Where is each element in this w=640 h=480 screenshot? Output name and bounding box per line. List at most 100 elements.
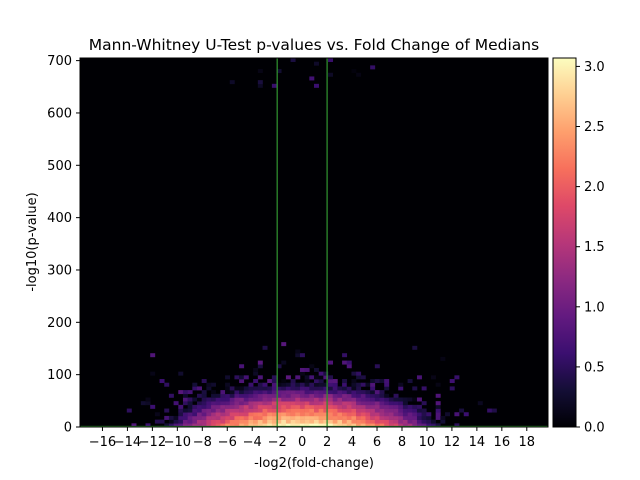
heatmap-cell xyxy=(318,386,324,391)
heatmap-cell xyxy=(248,401,254,406)
heatmap-cell xyxy=(370,65,376,70)
heatmap-cell xyxy=(262,408,268,413)
x-tick-label: −12 xyxy=(139,435,166,450)
heatmap-cell xyxy=(332,419,338,424)
heatmap-cell xyxy=(351,397,357,402)
heatmap-cell xyxy=(285,390,291,395)
heatmap-cell xyxy=(314,83,319,88)
heatmap-cell xyxy=(257,360,263,365)
heatmap-cell xyxy=(435,415,441,420)
heatmap-cell xyxy=(328,58,334,62)
heatmap-cell xyxy=(295,382,301,387)
heatmap-cell xyxy=(295,390,301,395)
heatmap-cell xyxy=(393,415,399,420)
heatmap-cell xyxy=(314,390,319,395)
heatmap-cell xyxy=(398,415,404,420)
heatmap-cell xyxy=(178,412,184,417)
heatmap-cell xyxy=(328,423,334,428)
heatmap-cell xyxy=(421,419,427,424)
heatmap-cell xyxy=(374,379,380,384)
heatmap-cell xyxy=(384,419,390,424)
heatmap-cell xyxy=(323,386,329,391)
heatmap-cell xyxy=(285,382,291,387)
heatmap-cell xyxy=(182,393,188,398)
heatmap-cell xyxy=(379,412,385,417)
heatmap-cell xyxy=(398,386,404,391)
heatmap-cell xyxy=(342,382,348,387)
heatmap-cell xyxy=(239,419,245,424)
heatmap-cell xyxy=(229,393,235,398)
heatmap-cell xyxy=(379,393,385,398)
heatmap-cell xyxy=(318,412,324,417)
heatmap-cell xyxy=(374,419,380,424)
heatmap-cell xyxy=(253,379,259,384)
heatmap-cell xyxy=(304,390,310,395)
x-tick-label: −10 xyxy=(164,435,191,450)
heatmap-cell xyxy=(229,80,235,85)
heatmap-cell xyxy=(234,397,240,402)
heatmap-cell xyxy=(374,408,380,413)
heatmap-cell xyxy=(178,419,184,424)
heatmap-cell xyxy=(295,423,301,428)
heatmap-cell xyxy=(257,408,263,413)
heatmap-cell xyxy=(356,375,362,380)
heatmap-cell xyxy=(290,58,296,62)
heatmap-cell xyxy=(276,364,282,369)
heatmap-cell xyxy=(407,397,413,402)
heatmap-cell xyxy=(435,382,441,387)
heatmap-cell xyxy=(140,401,146,406)
heatmap-cell xyxy=(374,404,380,409)
heatmap-cell xyxy=(168,415,174,420)
heatmap-cell xyxy=(243,419,249,424)
heatmap-cell xyxy=(370,419,376,424)
heatmap-cell xyxy=(276,69,282,74)
heatmap-cell xyxy=(435,404,441,409)
heatmap-cell xyxy=(332,423,338,428)
heatmap-cell xyxy=(295,349,301,354)
heatmap-cell xyxy=(299,408,305,413)
heatmap-cell xyxy=(318,371,324,376)
heatmap-cells xyxy=(126,58,497,428)
heatmap-cell xyxy=(276,390,282,395)
y-tick-label: 200 xyxy=(47,316,72,331)
heatmap-cell xyxy=(309,375,315,380)
heatmap-cell xyxy=(192,408,198,413)
heatmap-cell xyxy=(356,397,362,402)
heatmap-cell xyxy=(421,415,427,420)
heatmap-cell xyxy=(365,401,371,406)
heatmap-cell xyxy=(356,423,362,428)
heatmap-cell xyxy=(426,423,432,428)
heatmap-cell xyxy=(328,415,334,420)
heatmap-cell xyxy=(145,401,151,406)
heatmap-cell xyxy=(178,423,184,428)
heatmap-cell xyxy=(271,390,277,395)
heatmap-cell xyxy=(388,419,394,424)
heatmap-cell xyxy=(407,404,413,409)
heatmap-cell xyxy=(281,397,287,402)
heatmap-cell xyxy=(239,401,245,406)
heatmap-cell xyxy=(145,423,151,428)
heatmap-cell xyxy=(290,408,296,413)
heatmap-cell xyxy=(281,390,287,395)
heatmap-cell xyxy=(206,401,212,406)
heatmap-cell xyxy=(285,419,291,424)
heatmap-cell xyxy=(178,371,184,376)
colorbar-tick-label: 1.0 xyxy=(584,300,605,315)
heatmap-cell xyxy=(253,371,259,376)
heatmap-cell xyxy=(225,375,231,380)
heatmap-cell xyxy=(323,390,329,395)
heatmap-cell xyxy=(332,397,338,402)
heatmap-cell xyxy=(360,404,366,409)
heatmap-cell xyxy=(435,393,441,398)
heatmap-cell xyxy=(211,397,217,402)
heatmap-cell xyxy=(379,415,385,420)
heatmap-cell xyxy=(304,419,310,424)
heatmap-cell xyxy=(243,390,249,395)
heatmap-cell xyxy=(201,401,207,406)
heatmap-cell xyxy=(374,401,380,406)
heatmap-cell xyxy=(379,419,385,424)
heatmap-cell xyxy=(356,72,362,77)
heatmap-cell xyxy=(281,408,287,413)
heatmap-cell xyxy=(178,408,184,413)
heatmap-cell xyxy=(463,412,469,417)
